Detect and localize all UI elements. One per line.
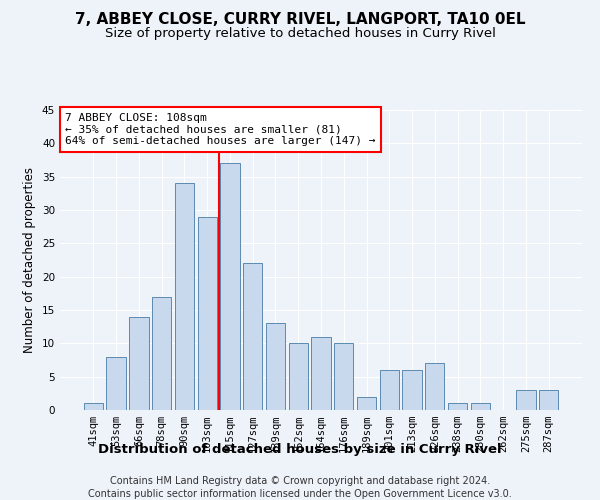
Bar xyxy=(470,404,490,410)
Bar xyxy=(539,390,558,410)
Bar xyxy=(152,296,172,410)
Text: 7 ABBEY CLOSE: 108sqm
← 35% of detached houses are smaller (81)
64% of semi-deta: 7 ABBEY CLOSE: 108sqm ← 35% of detached … xyxy=(65,113,376,146)
Bar xyxy=(129,316,149,410)
Bar xyxy=(266,324,285,410)
Bar xyxy=(289,344,308,410)
Text: Size of property relative to detached houses in Curry Rivel: Size of property relative to detached ho… xyxy=(104,28,496,40)
Text: Contains HM Land Registry data © Crown copyright and database right 2024.: Contains HM Land Registry data © Crown c… xyxy=(110,476,490,486)
Text: Distribution of detached houses by size in Curry Rivel: Distribution of detached houses by size … xyxy=(98,442,502,456)
Bar xyxy=(403,370,422,410)
Bar xyxy=(380,370,399,410)
Bar xyxy=(334,344,353,410)
Y-axis label: Number of detached properties: Number of detached properties xyxy=(23,167,37,353)
Bar xyxy=(175,184,194,410)
Bar xyxy=(516,390,536,410)
Text: Contains public sector information licensed under the Open Government Licence v3: Contains public sector information licen… xyxy=(88,489,512,499)
Bar xyxy=(311,336,331,410)
Bar xyxy=(357,396,376,410)
Bar xyxy=(106,356,126,410)
Bar xyxy=(220,164,239,410)
Bar xyxy=(84,404,103,410)
Text: 7, ABBEY CLOSE, CURRY RIVEL, LANGPORT, TA10 0EL: 7, ABBEY CLOSE, CURRY RIVEL, LANGPORT, T… xyxy=(75,12,525,28)
Bar xyxy=(448,404,467,410)
Bar xyxy=(425,364,445,410)
Bar xyxy=(243,264,262,410)
Bar xyxy=(197,216,217,410)
